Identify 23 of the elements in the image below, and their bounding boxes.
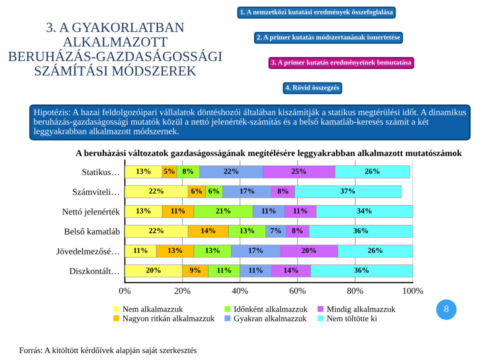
- y-tick-label: Számviteli…: [72, 188, 119, 195]
- legend-label: Nem alkalmazzuk: [122, 306, 183, 312]
- legend-label: Időnként alkalmazzuk: [234, 306, 308, 312]
- legend-label: Gyakran alkalmazzuk: [234, 315, 307, 323]
- y-tick-label: Belső kamatláb: [64, 228, 120, 235]
- text: Hipotézis: A hazai feldolgozóipari vállalatok döntéshozói általában kiszámítják a statikus megtérülési időt. A dinamikus beruházás-gazdaságossági mutatók közül a nettó jelenérték-számítás és a belső kamatláb-keresés számít a két leggyakrabban alkalmazott módszernek.: [34, 108, 466, 136]
- x-tick-label: 100%: [403, 288, 424, 294]
- x-tick-label: 0%: [119, 288, 131, 294]
- legend-label: Mindig alkalmazzuk: [326, 306, 396, 314]
- legend-label: Nem töltötte ki: [326, 315, 378, 322]
- x-tick-label: 80%: [347, 288, 364, 294]
- x-tick-label: 20%: [174, 288, 190, 294]
- x-tick-label: 60%: [290, 288, 306, 294]
- y-tick-label: Diszkontált…: [70, 268, 119, 274]
- legend-label: Nagyon ritkán alkalmazzuk: [122, 315, 215, 323]
- y-tick-label: Nettó jelenérték: [62, 208, 120, 217]
- text: 3. A GYAKORLATBAN ALKALMAZOTT BERUHÁZÁS-GAZDASÁGOSSÁGI SZÁMÍTÁSI MÓDSZEREK: [8, 22, 222, 76]
- x-tick-label: 40%: [232, 288, 248, 294]
- y-tick-label: Statikus…: [82, 168, 119, 176]
- y-tick-label: Jövedelmezősé…: [56, 248, 119, 254]
- text: 8: [444, 305, 448, 312]
- chart-title: A beruházási változatok gazdaságosságának megítélésére leggyakrabban alkalmazott mutatószámok: [76, 150, 462, 158]
- text: Forrás: A kitöltött kérdőívek alapján saját szerkesztés: [19, 347, 197, 355]
